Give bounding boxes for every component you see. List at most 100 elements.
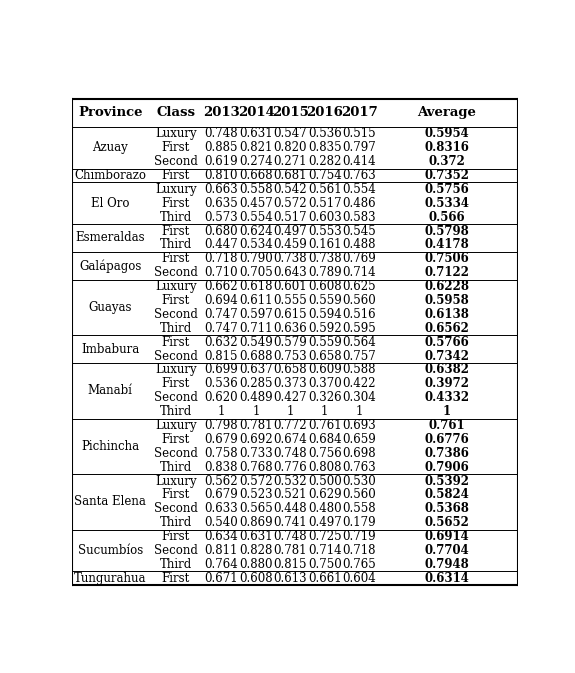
Text: 0.668: 0.668 [239, 169, 273, 182]
Text: Second: Second [154, 544, 198, 557]
Text: 0.797: 0.797 [342, 141, 376, 154]
Text: 0.838: 0.838 [204, 460, 238, 474]
Text: 0.718: 0.718 [204, 252, 238, 265]
Text: 0.561: 0.561 [308, 183, 342, 196]
Text: 0.604: 0.604 [342, 572, 376, 585]
Text: 0.517: 0.517 [308, 197, 342, 210]
Text: 0.611: 0.611 [239, 294, 273, 307]
Text: 0.161: 0.161 [308, 238, 342, 252]
Text: 0.635: 0.635 [204, 197, 238, 210]
Text: Manabí: Manabí [88, 384, 133, 397]
Text: 0.5334: 0.5334 [424, 197, 469, 210]
Text: 0.5798: 0.5798 [424, 225, 469, 238]
Text: 0.772: 0.772 [274, 419, 307, 432]
Text: 0.698: 0.698 [342, 447, 376, 460]
Text: 0.5652: 0.5652 [424, 516, 469, 529]
Text: 0.588: 0.588 [342, 363, 376, 376]
Text: Third: Third [160, 558, 192, 571]
Text: First: First [162, 572, 190, 585]
Text: 0.372: 0.372 [428, 155, 465, 168]
Text: 0.747: 0.747 [204, 308, 238, 321]
Text: 0.6382: 0.6382 [424, 363, 469, 376]
Text: 0.637: 0.637 [239, 363, 273, 376]
Text: 0.7906: 0.7906 [424, 460, 469, 474]
Text: 0.497: 0.497 [274, 225, 307, 238]
Text: 0.6228: 0.6228 [424, 280, 469, 293]
Text: 0.547: 0.547 [274, 127, 307, 141]
Text: 0.6914: 0.6914 [424, 530, 469, 543]
Text: First: First [162, 489, 190, 501]
Text: 0.8316: 0.8316 [424, 141, 469, 154]
Text: 0.594: 0.594 [308, 308, 342, 321]
Text: Third: Third [160, 405, 192, 418]
Text: 1: 1 [321, 405, 328, 418]
Text: 0.748: 0.748 [274, 447, 307, 460]
Text: First: First [162, 169, 190, 182]
Text: First: First [162, 378, 190, 390]
Text: 0.624: 0.624 [239, 225, 273, 238]
Text: 0.757: 0.757 [342, 349, 376, 363]
Text: 1: 1 [443, 405, 451, 418]
Text: 2014: 2014 [237, 106, 275, 119]
Text: 0.710: 0.710 [204, 267, 238, 279]
Text: 1: 1 [252, 405, 260, 418]
Text: 0.536: 0.536 [204, 378, 238, 390]
Text: 0.828: 0.828 [239, 544, 273, 557]
Text: 1: 1 [217, 405, 225, 418]
Text: 0.798: 0.798 [204, 419, 238, 432]
Text: 0.595: 0.595 [342, 322, 376, 334]
Text: 0.608: 0.608 [308, 280, 342, 293]
Text: 0.671: 0.671 [204, 572, 238, 585]
Text: 0.549: 0.549 [239, 336, 273, 349]
Text: 0.517: 0.517 [274, 211, 307, 223]
Text: 0.754: 0.754 [308, 169, 342, 182]
Text: Luxury: Luxury [155, 474, 197, 487]
Text: 0.658: 0.658 [308, 349, 342, 363]
Text: 0.681: 0.681 [274, 169, 307, 182]
Text: 0.711: 0.711 [239, 322, 273, 334]
Text: 0.789: 0.789 [308, 267, 342, 279]
Text: 0.5958: 0.5958 [424, 294, 469, 307]
Text: 0.555: 0.555 [274, 294, 307, 307]
Text: 0.609: 0.609 [308, 363, 342, 376]
Text: 1: 1 [287, 405, 294, 418]
Text: 2015: 2015 [272, 106, 309, 119]
Text: First: First [162, 530, 190, 543]
Text: 0.572: 0.572 [274, 197, 307, 210]
Text: Second: Second [154, 447, 198, 460]
Text: 0.885: 0.885 [204, 141, 238, 154]
Text: Luxury: Luxury [155, 183, 197, 196]
Text: 0.758: 0.758 [204, 447, 238, 460]
Text: 0.282: 0.282 [308, 155, 342, 168]
Text: Luxury: Luxury [155, 419, 197, 432]
Text: 0.763: 0.763 [342, 460, 376, 474]
Text: Imbabura: Imbabura [81, 343, 139, 355]
Text: 0.718: 0.718 [342, 544, 376, 557]
Text: 0.489: 0.489 [239, 391, 273, 404]
Text: 0.592: 0.592 [308, 322, 342, 334]
Text: 0.684: 0.684 [308, 433, 342, 446]
Text: 0.560: 0.560 [342, 489, 376, 501]
Text: 0.373: 0.373 [274, 378, 307, 390]
Text: 0.808: 0.808 [308, 460, 342, 474]
Text: 0.304: 0.304 [342, 391, 376, 404]
Text: 0.559: 0.559 [308, 336, 342, 349]
Text: 0.534: 0.534 [239, 238, 273, 252]
Text: 1: 1 [355, 405, 363, 418]
Text: 0.326: 0.326 [308, 391, 342, 404]
Text: 0.776: 0.776 [274, 460, 307, 474]
Text: 0.688: 0.688 [239, 349, 273, 363]
Text: 0.486: 0.486 [342, 197, 376, 210]
Text: 0.414: 0.414 [342, 155, 376, 168]
Text: 0.820: 0.820 [274, 141, 307, 154]
Text: 0.523: 0.523 [239, 489, 273, 501]
Text: 0.615: 0.615 [274, 308, 307, 321]
Text: 0.725: 0.725 [308, 530, 342, 543]
Text: 0.761: 0.761 [308, 419, 342, 432]
Text: 0.662: 0.662 [204, 280, 238, 293]
Text: 0.554: 0.554 [239, 211, 273, 223]
Text: 0.7704: 0.7704 [424, 544, 469, 557]
Text: 0.7386: 0.7386 [424, 447, 469, 460]
Text: 2013: 2013 [203, 106, 240, 119]
Text: Azuay: Azuay [93, 141, 128, 154]
